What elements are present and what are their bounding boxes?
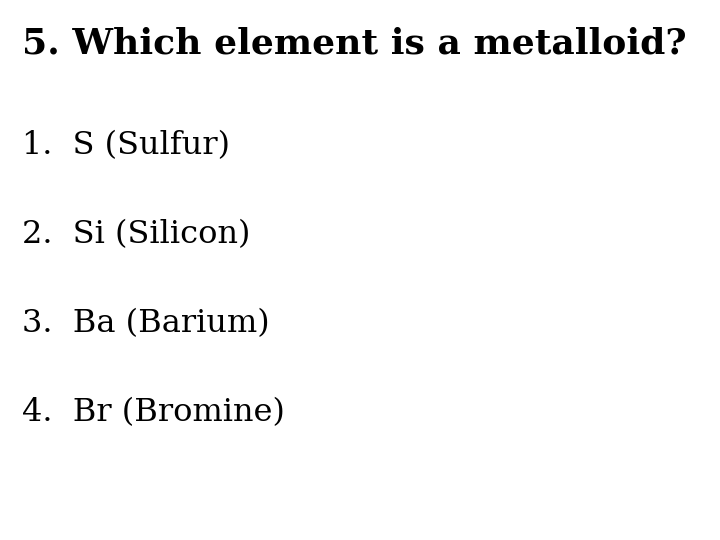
Text: 4.  Br (Bromine): 4. Br (Bromine) — [22, 397, 284, 428]
Text: 3.  Ba (Barium): 3. Ba (Barium) — [22, 308, 269, 339]
Text: 2.  Si (Silicon): 2. Si (Silicon) — [22, 219, 250, 249]
Text: 1.  S (Sulfur): 1. S (Sulfur) — [22, 130, 230, 160]
Text: 5. Which element is a metalloid?: 5. Which element is a metalloid? — [22, 27, 686, 61]
